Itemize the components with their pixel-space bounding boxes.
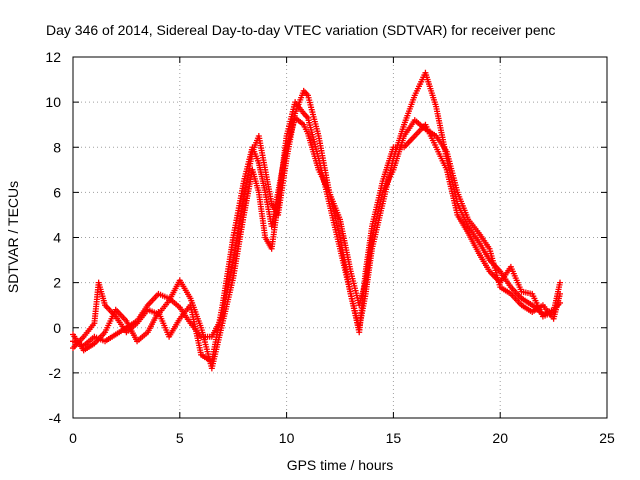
data-point: [557, 279, 564, 286]
y-tick-label: -2: [49, 365, 62, 381]
x-tick-label: 25: [599, 430, 615, 446]
y-axis-label: SDTVAR / TECUs: [5, 181, 21, 293]
y-tick-label: 2: [53, 275, 61, 291]
data-points: [70, 69, 564, 372]
x-tick-label: 10: [279, 430, 295, 446]
grid: [73, 57, 607, 418]
y-tick-label: 12: [45, 49, 61, 65]
x-tick-label: 5: [176, 430, 184, 446]
y-tick-label: -4: [49, 410, 62, 426]
x-tick-label: 20: [492, 430, 508, 446]
y-tick-label: 4: [53, 230, 61, 246]
data-point: [557, 290, 564, 297]
chart-title: Day 346 of 2014, Sidereal Day-to-day VTE…: [46, 22, 555, 38]
y-tick-label: 8: [53, 139, 61, 155]
x-tick-label: 15: [386, 430, 402, 446]
x-axis-label: GPS time / hours: [287, 457, 394, 473]
y-tick-label: 6: [53, 184, 61, 200]
y-tick-label: 0: [53, 320, 61, 336]
axis-ticks: 0 5 10 15 20 25 -4 -2 0 2 4 6 8 10 12: [45, 49, 615, 446]
y-tick-label: 10: [45, 94, 61, 110]
x-tick-label: 0: [69, 430, 77, 446]
